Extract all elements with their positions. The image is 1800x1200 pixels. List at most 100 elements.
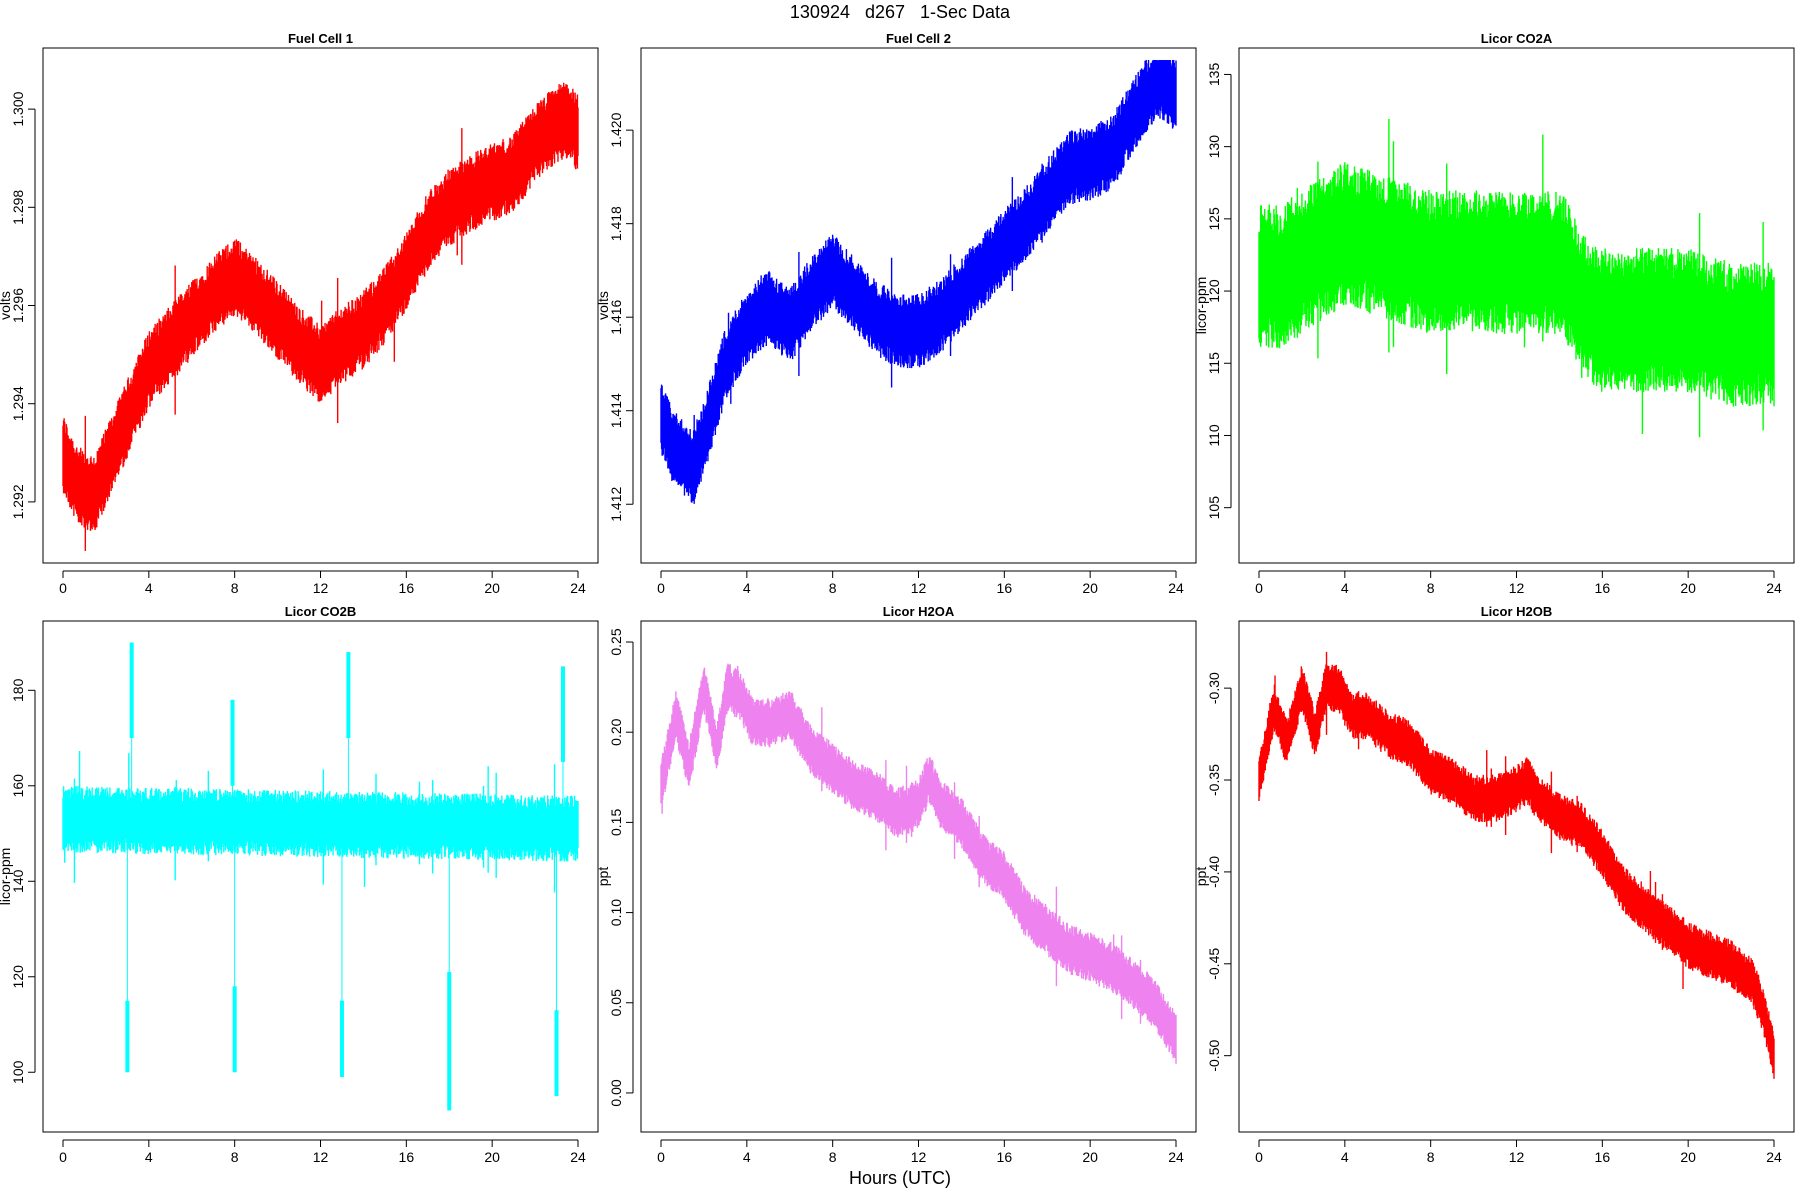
series-band bbox=[62, 82, 579, 551]
panel-4: Licor CO2B 0 4 8 12 16 20 24 100 120 140 160 180 lico… bbox=[0, 604, 599, 1165]
x-tick-label: 24 bbox=[570, 580, 586, 596]
y-axis-title: licor-ppm bbox=[0, 848, 13, 906]
x-tick-label: 16 bbox=[1595, 1149, 1611, 1165]
y-tick-label: 1.414 bbox=[608, 393, 624, 428]
y-tick-label: 1.296 bbox=[10, 288, 26, 323]
x-tick-label: 0 bbox=[1255, 1149, 1263, 1165]
x-tick-label: 12 bbox=[1509, 580, 1525, 596]
x-tick-label: 4 bbox=[1341, 580, 1349, 596]
x-tick-label: 8 bbox=[231, 580, 239, 596]
y-axis-title: ppt bbox=[595, 867, 611, 887]
panel-6: Licor H2OB 0 4 8 12 16 20 24 -0.50 -0.45 -0.40 -0.3… bbox=[1193, 604, 1795, 1165]
plot-frame bbox=[1238, 620, 1795, 1133]
y-tick-label: 120 bbox=[1206, 279, 1222, 303]
panel-title: Licor H2OA bbox=[883, 604, 955, 619]
y-axis-title: licor-ppm bbox=[1193, 277, 1209, 335]
x-tick-label: 24 bbox=[1766, 580, 1782, 596]
panel-2: Fuel Cell 2 0 4 8 12 16 20 24 1.412 1.414 1.416 1.4… bbox=[595, 31, 1197, 596]
y-tick-label: 125 bbox=[1206, 207, 1222, 231]
y-tick-label: 135 bbox=[1206, 63, 1222, 87]
plot-frame bbox=[42, 620, 599, 1133]
y-tick-label: 180 bbox=[10, 678, 26, 702]
panel-1: Fuel Cell 1 0 4 8 12 16 20 24 1.292 1.294 1.296 1.2… bbox=[0, 31, 599, 596]
y-tick-label: 130 bbox=[1206, 135, 1222, 159]
x-tick-label: 0 bbox=[1255, 580, 1263, 596]
panel-title: Licor CO2A bbox=[1481, 31, 1553, 46]
y-tick-label: 1.300 bbox=[10, 91, 26, 126]
x-axis-title: Hours (UTC) bbox=[849, 1168, 951, 1188]
x-tick-label: 0 bbox=[657, 580, 665, 596]
series-band bbox=[1258, 651, 1775, 1079]
y-tick-label: 0.05 bbox=[608, 989, 624, 1016]
y-tick-label: 1.418 bbox=[608, 206, 624, 241]
x-tick-label: 20 bbox=[484, 1149, 500, 1165]
y-tick-label: -0.30 bbox=[1206, 672, 1222, 704]
y-tick-label: 0.20 bbox=[608, 718, 624, 745]
x-tick-label: 4 bbox=[1341, 1149, 1349, 1165]
x-tick-label: 24 bbox=[1168, 1149, 1184, 1165]
panel-5: Licor H2OA 0 4 8 12 16 20 24 0.00 0.05 0.10 0.15 0.2… bbox=[595, 604, 1197, 1165]
x-tick-label: 12 bbox=[911, 580, 927, 596]
x-tick-label: 8 bbox=[1427, 1149, 1435, 1165]
y-tick-label: 0.00 bbox=[608, 1079, 624, 1106]
y-tick-label: 1.298 bbox=[10, 190, 26, 225]
panel-3: Licor CO2A 0 4 8 12 16 20 24 105 110 115 120 125 130 1… bbox=[1193, 31, 1795, 596]
x-tick-label: 0 bbox=[59, 580, 67, 596]
plot-frame bbox=[640, 620, 1197, 1133]
y-tick-label: 0.15 bbox=[608, 809, 624, 836]
y-axis-title: ppt bbox=[1193, 867, 1209, 887]
y-tick-label: 1.412 bbox=[608, 487, 624, 522]
plot-frame bbox=[640, 47, 1197, 564]
y-tick-label: 0.25 bbox=[608, 628, 624, 655]
x-tick-label: 8 bbox=[829, 1149, 837, 1165]
y-tick-label: 100 bbox=[10, 1060, 26, 1084]
y-axis-title: volts bbox=[595, 291, 611, 320]
series-band bbox=[62, 750, 579, 893]
x-tick-label: 24 bbox=[1168, 580, 1184, 596]
panel-title: Fuel Cell 1 bbox=[288, 31, 353, 46]
x-tick-label: 12 bbox=[1509, 1149, 1525, 1165]
y-tick-label: 0.10 bbox=[608, 899, 624, 926]
y-tick-label: -0.45 bbox=[1206, 948, 1222, 980]
y-tick-label: 140 bbox=[10, 869, 26, 893]
x-tick-label: 8 bbox=[1427, 580, 1435, 596]
y-tick-label: 105 bbox=[1206, 496, 1222, 520]
panel-title: Licor H2OB bbox=[1481, 604, 1553, 619]
y-tick-label: 1.420 bbox=[608, 112, 624, 147]
y-tick-label: 1.292 bbox=[10, 484, 26, 519]
x-tick-label: 16 bbox=[997, 1149, 1013, 1165]
x-tick-label: 20 bbox=[1082, 1149, 1098, 1165]
y-tick-label: 1.416 bbox=[608, 299, 624, 334]
x-tick-label: 20 bbox=[1680, 580, 1696, 596]
x-tick-label: 20 bbox=[1680, 1149, 1696, 1165]
x-tick-label: 12 bbox=[911, 1149, 927, 1165]
y-axis-title: volts bbox=[0, 291, 13, 320]
y-tick-label: 1.294 bbox=[10, 386, 26, 421]
x-tick-label: 4 bbox=[743, 580, 751, 596]
series-band bbox=[660, 60, 1177, 504]
x-tick-label: 16 bbox=[399, 580, 415, 596]
x-tick-label: 0 bbox=[657, 1149, 665, 1165]
panel-title: Fuel Cell 2 bbox=[886, 31, 951, 46]
plot-frame bbox=[42, 47, 599, 564]
page-title: 130924 d267 1-Sec Data bbox=[789, 2, 1011, 22]
x-tick-label: 20 bbox=[1082, 580, 1098, 596]
x-tick-label: 4 bbox=[145, 580, 153, 596]
x-tick-label: 8 bbox=[231, 1149, 239, 1165]
x-tick-label: 12 bbox=[313, 1149, 329, 1165]
x-tick-label: 20 bbox=[484, 580, 500, 596]
series-band bbox=[1258, 119, 1775, 438]
x-tick-label: 16 bbox=[997, 580, 1013, 596]
plot-frame bbox=[1238, 47, 1795, 564]
y-tick-label: -0.50 bbox=[1206, 1040, 1222, 1072]
y-tick-label: 110 bbox=[1206, 424, 1222, 447]
y-tick-label: 115 bbox=[1206, 352, 1222, 375]
x-tick-label: 4 bbox=[743, 1149, 751, 1165]
x-tick-label: 16 bbox=[399, 1149, 415, 1165]
y-tick-label: -0.35 bbox=[1206, 764, 1222, 796]
y-tick-label: -0.40 bbox=[1206, 856, 1222, 888]
x-tick-label: 24 bbox=[570, 1149, 586, 1165]
y-tick-label: 120 bbox=[10, 965, 26, 989]
x-tick-label: 0 bbox=[59, 1149, 67, 1165]
